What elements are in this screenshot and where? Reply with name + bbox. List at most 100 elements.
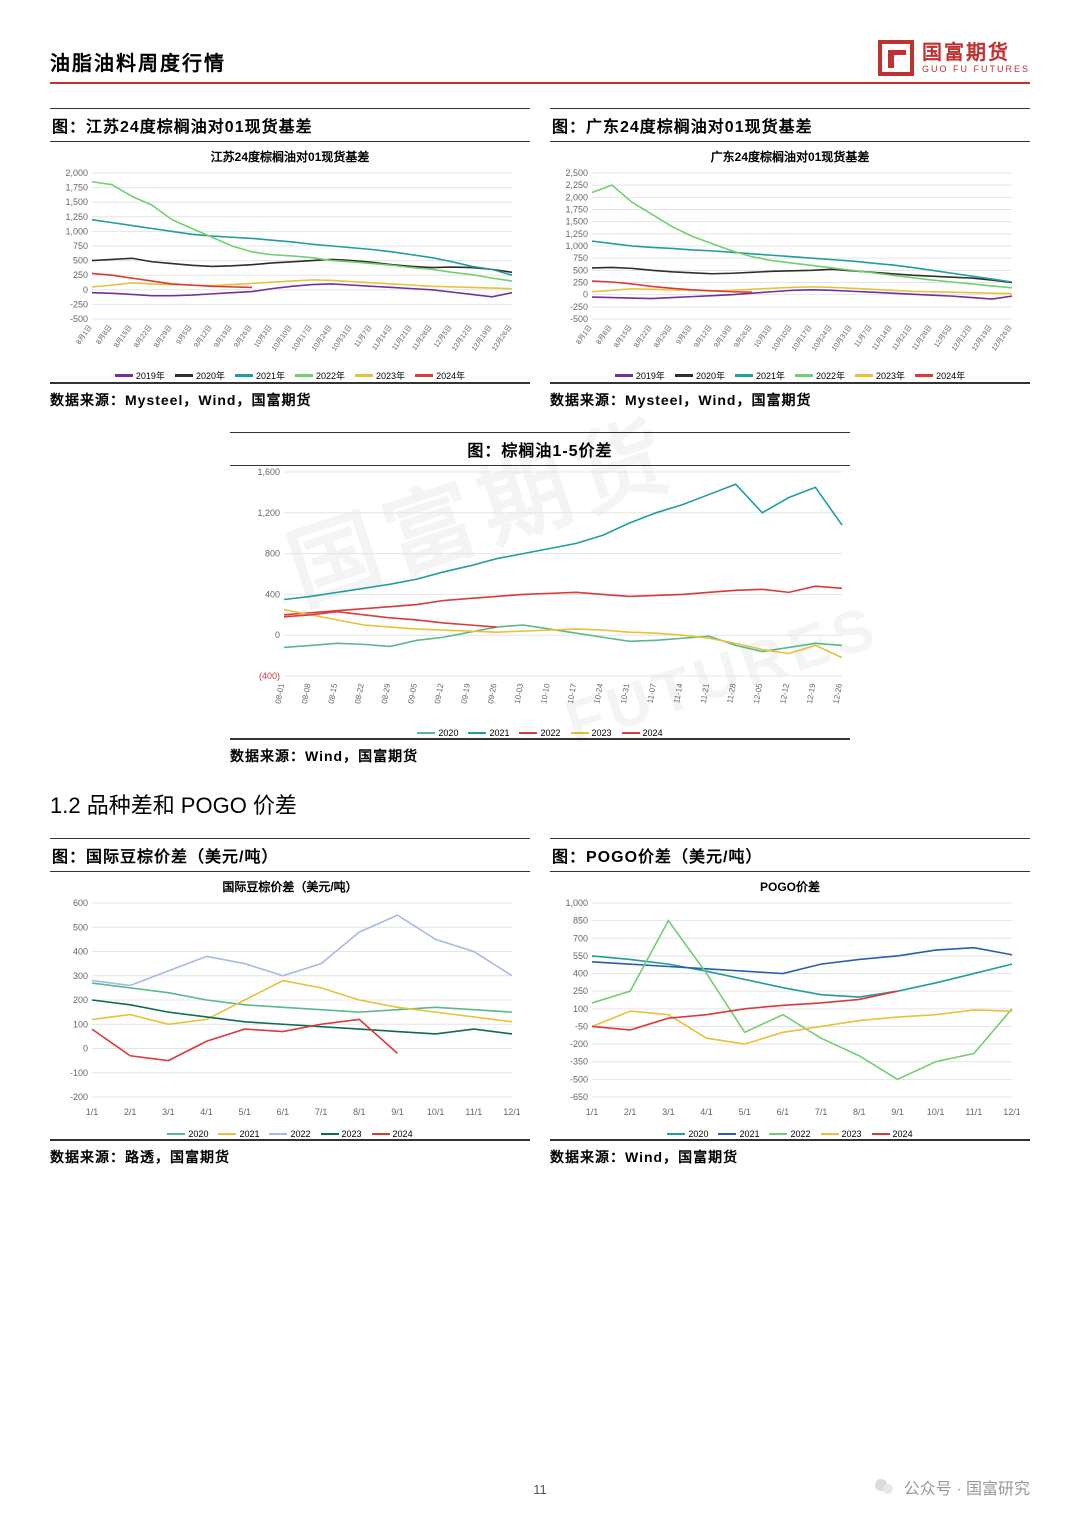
- chart-jiangsu-basis: 图：江苏24度棕榈油对01现货基差 江苏24度棕榈油对01现货基差 -500-2…: [50, 108, 530, 426]
- legend-item: 2020: [167, 1129, 208, 1139]
- svg-text:-500: -500: [70, 314, 88, 324]
- svg-text:11月21日: 11月21日: [890, 324, 913, 352]
- svg-text:-200: -200: [70, 1092, 88, 1102]
- svg-text:0: 0: [83, 1044, 88, 1054]
- svg-text:2,500: 2,500: [565, 168, 588, 178]
- svg-text:550: 550: [573, 951, 588, 961]
- legend-item: 2022: [769, 1129, 810, 1139]
- svg-text:10月3日: 10月3日: [752, 324, 773, 350]
- legend-item: 2021: [718, 1129, 759, 1139]
- svg-text:250: 250: [73, 270, 88, 280]
- svg-text:1/1: 1/1: [586, 1107, 599, 1117]
- svg-text:12月5日: 12月5日: [432, 324, 453, 350]
- legend-item: 2024: [372, 1129, 413, 1139]
- logo-mark-icon: [878, 40, 914, 76]
- legend-item: 2020: [667, 1129, 708, 1139]
- svg-text:09-12: 09-12: [433, 682, 446, 704]
- svg-text:-200: -200: [570, 1039, 588, 1049]
- svg-text:9/1: 9/1: [891, 1107, 904, 1117]
- svg-text:8月1日: 8月1日: [75, 324, 94, 346]
- svg-text:1,750: 1,750: [65, 183, 88, 193]
- chart-source: 数据来源：Wind，国富期货: [550, 1139, 1030, 1167]
- svg-text:6/1: 6/1: [777, 1107, 790, 1117]
- svg-text:1,000: 1,000: [565, 241, 588, 251]
- chart-source: 数据来源：Wind，国富期货: [230, 738, 850, 766]
- svg-text:11月14日: 11月14日: [370, 324, 393, 352]
- svg-text:10-03: 10-03: [513, 682, 526, 704]
- legend-item: 2023年: [355, 369, 405, 382]
- svg-text:1/1: 1/1: [86, 1107, 99, 1117]
- svg-text:11-14: 11-14: [672, 682, 684, 704]
- legend-item: 2021: [218, 1129, 259, 1139]
- svg-text:9月26日: 9月26日: [732, 324, 753, 350]
- svg-text:8月29日: 8月29日: [152, 324, 173, 350]
- svg-text:11月7日: 11月7日: [853, 324, 874, 349]
- section-heading: 1.2 品种差和 POGO 价差: [50, 788, 1030, 820]
- chart-svg: -200-10001002003004005006001/12/13/14/15…: [50, 897, 520, 1127]
- svg-text:2,000: 2,000: [65, 168, 88, 178]
- logo-en: GUO FU FUTURES: [922, 65, 1030, 74]
- svg-text:-500: -500: [570, 314, 588, 324]
- chart-legend: 20202021202220232024: [550, 1129, 1030, 1139]
- svg-text:10/1: 10/1: [927, 1107, 945, 1117]
- svg-text:600: 600: [73, 898, 88, 908]
- svg-text:9月19日: 9月19日: [712, 324, 733, 350]
- svg-text:-250: -250: [570, 302, 588, 312]
- svg-text:300: 300: [73, 971, 88, 981]
- chart-source: 数据来源：Mysteel，Wind，国富期货: [550, 382, 1030, 410]
- chart-legend: 20202021202220232024: [230, 728, 850, 738]
- svg-text:850: 850: [573, 916, 588, 926]
- svg-text:2/1: 2/1: [124, 1107, 137, 1117]
- svg-text:5/1: 5/1: [238, 1107, 251, 1117]
- svg-text:1,500: 1,500: [65, 197, 88, 207]
- chart-palm-1-5-spread: 图：棕榈油1-5价差 (400)04008001,2001,60008-0108…: [230, 432, 850, 766]
- svg-text:100: 100: [73, 1019, 88, 1029]
- svg-text:(400): (400): [259, 671, 280, 681]
- svg-text:8月15日: 8月15日: [112, 324, 133, 350]
- legend-item: 2021年: [235, 369, 285, 382]
- svg-text:9月12日: 9月12日: [692, 324, 713, 350]
- chart-row-1: 图：江苏24度棕榈油对01现货基差 江苏24度棕榈油对01现货基差 -500-2…: [50, 108, 1030, 426]
- svg-text:09-05: 09-05: [406, 682, 419, 704]
- chart-title: 图：江苏24度棕榈油对01现货基差: [50, 108, 530, 142]
- svg-text:750: 750: [573, 253, 588, 263]
- svg-text:8月15日: 8月15日: [612, 324, 633, 350]
- svg-text:1,500: 1,500: [565, 217, 588, 227]
- svg-text:8月8日: 8月8日: [95, 324, 114, 346]
- svg-text:12-05: 12-05: [752, 682, 765, 704]
- page-header: 油脂油料周度行情 国富期货 GUO FU FUTURES: [50, 40, 1030, 84]
- svg-text:400: 400: [573, 969, 588, 979]
- svg-text:250: 250: [573, 986, 588, 996]
- svg-text:9月19日: 9月19日: [212, 324, 233, 350]
- wechat-icon: [872, 1475, 896, 1499]
- svg-text:8月22日: 8月22日: [132, 324, 153, 350]
- svg-text:0: 0: [583, 290, 588, 300]
- logo-cn: 国富期货: [922, 43, 1030, 63]
- svg-text:11月28日: 11月28日: [410, 324, 433, 352]
- svg-text:8月22日: 8月22日: [632, 324, 653, 350]
- footer-text: 公众号 · 国富研究: [904, 1475, 1030, 1499]
- chart-pogo-spread: 图：POGO价差（美元/吨） POGO价差 -650-500-350-200-5…: [550, 838, 1030, 1183]
- svg-text:700: 700: [573, 933, 588, 943]
- header-title: 油脂油料周度行情: [50, 47, 226, 76]
- legend-item: 2023: [571, 728, 612, 738]
- legend-item: 2023: [821, 1129, 862, 1139]
- svg-text:400: 400: [73, 947, 88, 957]
- chart-legend: 2019年2020年2021年2022年2023年2024年: [50, 369, 530, 382]
- svg-text:3/1: 3/1: [162, 1107, 175, 1117]
- svg-text:08-22: 08-22: [353, 682, 366, 704]
- legend-item: 2021: [468, 728, 509, 738]
- legend-item: 2023: [321, 1129, 362, 1139]
- svg-text:500: 500: [73, 256, 88, 266]
- chart-intl-soy-palm-spread: 图：国际豆棕价差（美元/吨） 国际豆棕价差（美元/吨） -200-1000100…: [50, 838, 530, 1183]
- svg-text:08-08: 08-08: [300, 682, 313, 704]
- legend-item: 2024年: [415, 369, 465, 382]
- svg-text:8月29日: 8月29日: [652, 324, 673, 350]
- svg-text:08-29: 08-29: [380, 682, 393, 704]
- legend-item: 2020年: [175, 369, 225, 382]
- svg-text:2,250: 2,250: [565, 180, 588, 190]
- chart-title: 图：广东24度棕榈油对01现货基差: [550, 108, 1030, 142]
- svg-text:12/1: 12/1: [1003, 1107, 1020, 1117]
- svg-text:12月26日: 12月26日: [490, 324, 514, 353]
- svg-text:12-26: 12-26: [832, 682, 845, 704]
